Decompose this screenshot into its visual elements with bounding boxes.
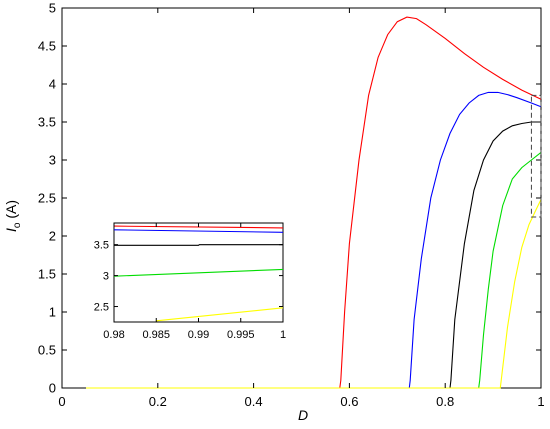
y-axis-label: Io (A): [3, 200, 23, 232]
x-tick-label: 1: [537, 394, 544, 409]
series-line: [86, 16, 542, 389]
inset-x-tick-label: 0.98: [103, 329, 124, 341]
x-tick-label: 0.2: [149, 394, 167, 409]
series-line: [86, 151, 542, 389]
inset-x-tick-label: 1: [280, 329, 286, 341]
inset-y-tick-label: 2.5: [94, 302, 109, 314]
inset-x-tick-label: 0.995: [227, 329, 255, 341]
series-line: [86, 199, 542, 389]
inset-plot: 0.98 0.985 0.99 0.995 1 2.5 3 3.5: [94, 222, 286, 341]
y-tick-label: 0.5: [38, 343, 56, 358]
x-tick-label: 0: [58, 394, 65, 409]
main-plot: 0 0.2 0.4 0.6 0.8 1 0 0.5 1 1.5 2 2.5 3 3.5 4 4.5 5: [38, 1, 545, 410]
y-tick-label: 0: [49, 381, 56, 396]
y-tick-label: 4.5: [38, 39, 56, 54]
series-line: [86, 121, 541, 389]
y-tick-label: 2: [49, 229, 56, 244]
inset-x-tick-label: 0.99: [188, 329, 209, 341]
y-tick-label: 3.5: [38, 115, 56, 130]
inset-y-tick-label: 3.5: [94, 240, 109, 252]
inset-y-tick-label: 3: [103, 271, 109, 283]
x-tick-label: 0.4: [245, 394, 263, 409]
inset-x-tick-label: 0.985: [142, 329, 170, 341]
y-tick-label: 5: [49, 1, 56, 16]
inset-series-line: [113, 268, 284, 277]
inset-series-line: [113, 229, 284, 233]
x-axis-label: D: [298, 407, 308, 423]
y-tick-label: 2.5: [38, 191, 56, 206]
inset-series-line: [156, 307, 284, 322]
y-tick-label: 4: [49, 77, 56, 92]
series-line: [86, 91, 542, 389]
y-tick-label: 3: [49, 153, 56, 168]
x-tick-label: 0.6: [340, 394, 358, 409]
plot-frame: [61, 7, 542, 389]
zoom-box: [530, 94, 542, 218]
inset-series-line: [114, 244, 283, 246]
y-tick-label: 1: [49, 305, 56, 320]
y-tick-label: 1.5: [38, 267, 56, 282]
x-tick-label: 0.8: [436, 394, 454, 409]
